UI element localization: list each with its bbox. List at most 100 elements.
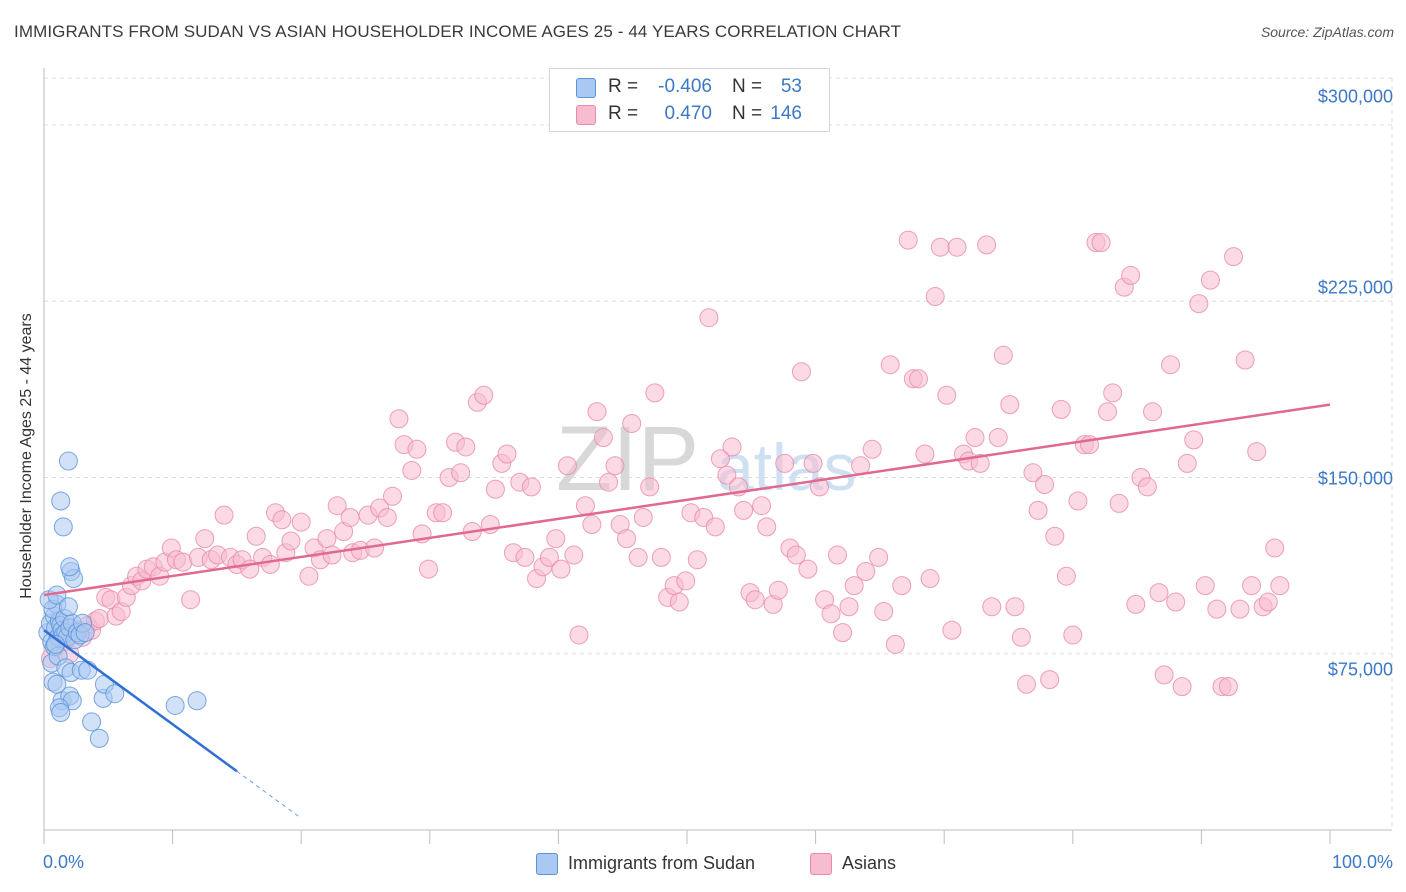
data-point <box>187 691 207 711</box>
data-point <box>869 547 889 567</box>
data-point <box>1056 566 1076 586</box>
data-point <box>1091 233 1111 252</box>
chart-source: Source: ZipAtlas.com <box>1260 24 1394 40</box>
data-point <box>862 439 882 459</box>
data-point <box>1265 538 1285 558</box>
data-point <box>58 597 78 617</box>
data-point <box>599 472 619 492</box>
data-point <box>1023 463 1043 483</box>
x-tick-right: 100.0% <box>1331 852 1393 872</box>
data-point <box>1166 592 1186 612</box>
data-point <box>1109 493 1129 513</box>
data-point <box>752 496 772 516</box>
data-point <box>1000 395 1020 415</box>
data-point <box>1247 442 1267 462</box>
data-point <box>827 545 847 565</box>
data-point <box>1051 399 1071 419</box>
data-point <box>651 547 671 567</box>
data-point <box>908 369 928 389</box>
data-point <box>633 507 653 527</box>
data-point <box>605 456 625 476</box>
asian-trend-line <box>43 403 1331 597</box>
data-point <box>539 547 559 567</box>
data-point <box>798 559 818 579</box>
legend-n-value: 146 <box>770 103 802 124</box>
data-point <box>915 444 935 464</box>
data-point <box>587 402 607 422</box>
data-point <box>564 545 584 565</box>
data-point <box>89 609 109 628</box>
data-point <box>745 590 765 610</box>
trend-lines <box>43 403 1331 819</box>
data-point <box>272 510 292 530</box>
data-point <box>622 413 642 433</box>
data-point <box>970 453 990 473</box>
data-point <box>51 491 71 511</box>
data-point <box>1207 599 1227 619</box>
data-point <box>58 451 78 471</box>
data-point <box>195 529 215 549</box>
data-point <box>844 576 864 596</box>
legend-n-label: N = <box>732 76 763 97</box>
data-point <box>1218 677 1238 697</box>
data-point <box>1063 625 1083 645</box>
data-point <box>669 592 689 612</box>
data-point <box>628 547 648 567</box>
legend-swatch-asians <box>810 853 832 875</box>
data-point <box>775 453 795 473</box>
data-point <box>1035 475 1055 495</box>
data-point <box>645 383 665 403</box>
data-point <box>791 362 811 382</box>
y-axis-label: Householder Income Ages 25 - 44 years <box>18 313 35 599</box>
axis-layer <box>43 68 1392 844</box>
legend-r-label: R = <box>608 76 639 97</box>
data-point <box>389 409 409 429</box>
data-point <box>809 477 829 497</box>
data-point <box>880 355 900 375</box>
data-point <box>456 437 476 457</box>
data-point <box>89 728 109 748</box>
asian-points <box>40 230 1290 697</box>
data-point <box>942 620 962 640</box>
data-point <box>497 444 517 464</box>
data-point <box>1040 670 1060 690</box>
data-point <box>582 515 602 534</box>
data-point <box>786 545 806 565</box>
data-point <box>246 526 266 546</box>
data-point <box>757 517 777 537</box>
data-point <box>768 580 788 600</box>
data-point <box>1184 430 1204 450</box>
data-point <box>1126 594 1146 614</box>
data-point <box>281 531 301 551</box>
data-point <box>892 576 912 596</box>
data-point <box>717 465 737 485</box>
data-point <box>407 439 427 459</box>
data-point <box>1005 597 1025 617</box>
data-point <box>1177 453 1197 473</box>
data-point <box>803 453 823 473</box>
data-point <box>165 695 185 715</box>
data-point <box>1068 491 1088 511</box>
data-point <box>977 235 997 255</box>
data-point <box>569 625 589 645</box>
data-point <box>1242 576 1262 596</box>
y-tick-label: $225,000 <box>1317 277 1393 298</box>
data-point <box>965 428 985 448</box>
data-point <box>1143 402 1163 422</box>
data-point <box>181 590 201 610</box>
data-point <box>734 500 754 520</box>
data-point <box>885 634 905 654</box>
data-point <box>53 517 73 537</box>
data-point <box>557 456 577 476</box>
data-point <box>1121 265 1141 285</box>
data-point <box>575 496 595 516</box>
data-point <box>327 496 347 516</box>
data-point <box>1195 576 1215 596</box>
data-point <box>687 550 707 570</box>
data-point <box>419 559 439 579</box>
y-tick-label: $150,000 <box>1317 468 1393 489</box>
data-point <box>710 449 730 469</box>
sudan-points <box>38 451 207 748</box>
legend-r-value: -0.406 <box>658 76 712 97</box>
